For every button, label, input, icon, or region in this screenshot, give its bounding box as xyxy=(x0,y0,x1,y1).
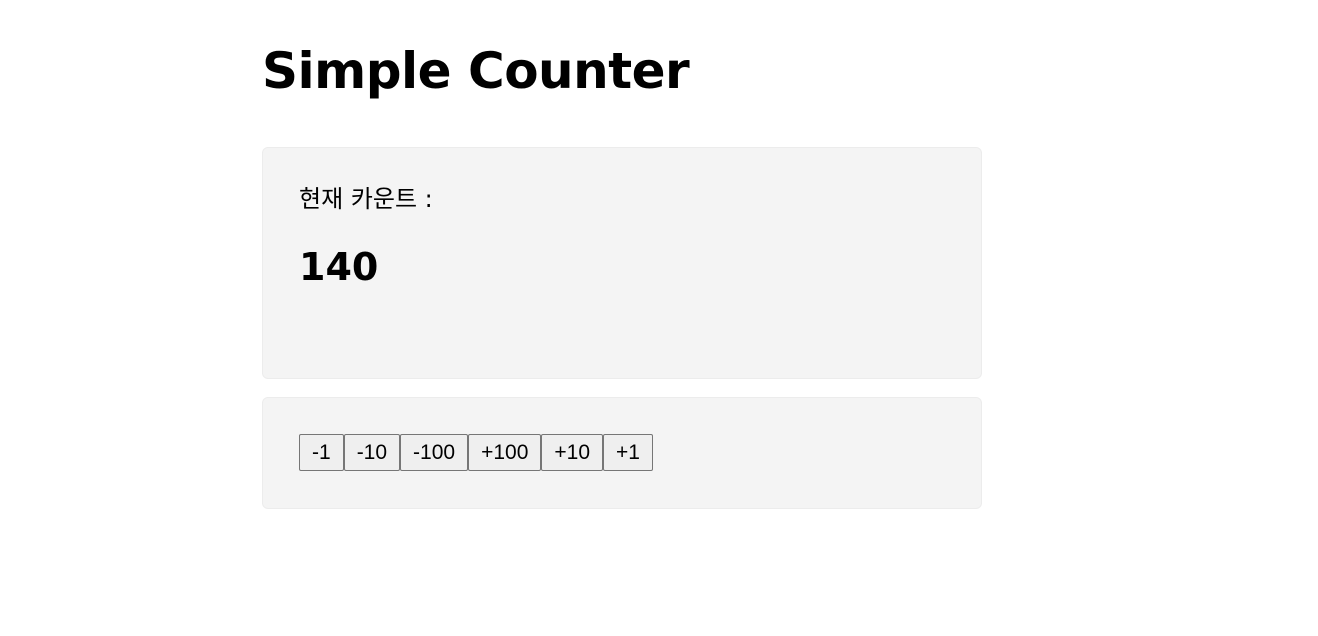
decrement-1-button[interactable]: -1 xyxy=(299,434,344,471)
decrement-100-button[interactable]: -100 xyxy=(400,434,469,471)
decrement-10-button[interactable]: -10 xyxy=(343,434,401,471)
increment-10-button[interactable]: +10 xyxy=(541,434,604,471)
count-label: 현재 카운트 : xyxy=(299,185,433,213)
page-container: Simple Counter 현재 카운트 : 140 -1 -10 -100 … xyxy=(262,0,982,509)
count-panel: 현재 카운트 : 140 xyxy=(262,147,982,379)
controls-panel: -1 -10 -100 +100 +10 +1 xyxy=(262,397,982,509)
count-value: 140 xyxy=(299,245,379,289)
increment-100-button[interactable]: +100 xyxy=(468,434,542,471)
page-title: Simple Counter xyxy=(262,42,690,100)
increment-1-button[interactable]: +1 xyxy=(603,434,653,471)
